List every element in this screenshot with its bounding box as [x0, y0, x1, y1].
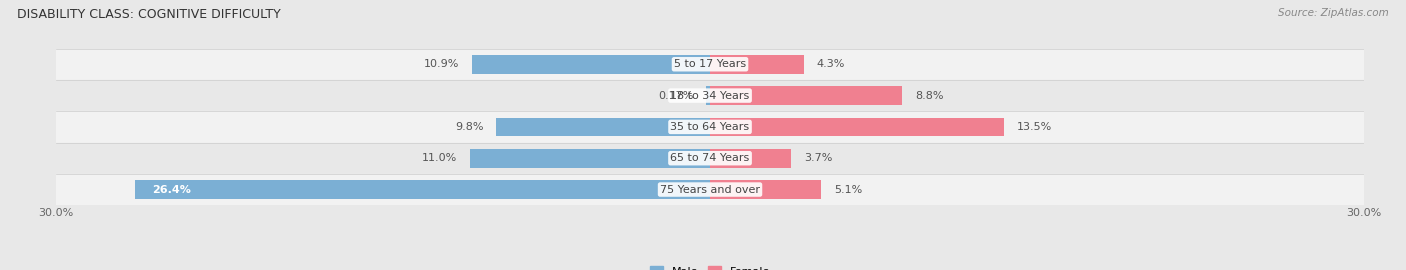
- Text: 75 Years and over: 75 Years and over: [659, 184, 761, 195]
- Text: 10.9%: 10.9%: [425, 59, 460, 69]
- Bar: [56, 111, 1364, 143]
- Text: 35 to 64 Years: 35 to 64 Years: [671, 122, 749, 132]
- Bar: [710, 180, 821, 199]
- Bar: [56, 49, 1364, 80]
- Text: 11.0%: 11.0%: [422, 153, 457, 163]
- Text: DISABILITY CLASS: COGNITIVE DIFFICULTY: DISABILITY CLASS: COGNITIVE DIFFICULTY: [17, 8, 281, 21]
- Bar: [706, 86, 710, 105]
- Bar: [135, 180, 710, 199]
- Bar: [56, 80, 1364, 111]
- Text: 65 to 74 Years: 65 to 74 Years: [671, 153, 749, 163]
- Text: 3.7%: 3.7%: [804, 153, 832, 163]
- Bar: [710, 149, 790, 168]
- Text: Source: ZipAtlas.com: Source: ZipAtlas.com: [1278, 8, 1389, 18]
- Bar: [710, 86, 901, 105]
- Text: 18 to 34 Years: 18 to 34 Years: [671, 90, 749, 101]
- Bar: [56, 174, 1364, 205]
- Text: 26.4%: 26.4%: [152, 184, 191, 195]
- Text: 5.1%: 5.1%: [834, 184, 862, 195]
- Text: 4.3%: 4.3%: [817, 59, 845, 69]
- Bar: [710, 55, 804, 74]
- Text: 5 to 17 Years: 5 to 17 Years: [673, 59, 747, 69]
- Bar: [472, 55, 710, 74]
- Bar: [710, 117, 1004, 136]
- Text: 8.8%: 8.8%: [915, 90, 943, 101]
- Text: 0.17%: 0.17%: [658, 90, 693, 101]
- Text: 13.5%: 13.5%: [1018, 122, 1053, 132]
- Legend: Male, Female: Male, Female: [645, 262, 775, 270]
- Bar: [56, 143, 1364, 174]
- Bar: [470, 149, 710, 168]
- Text: 9.8%: 9.8%: [456, 122, 484, 132]
- Bar: [496, 117, 710, 136]
